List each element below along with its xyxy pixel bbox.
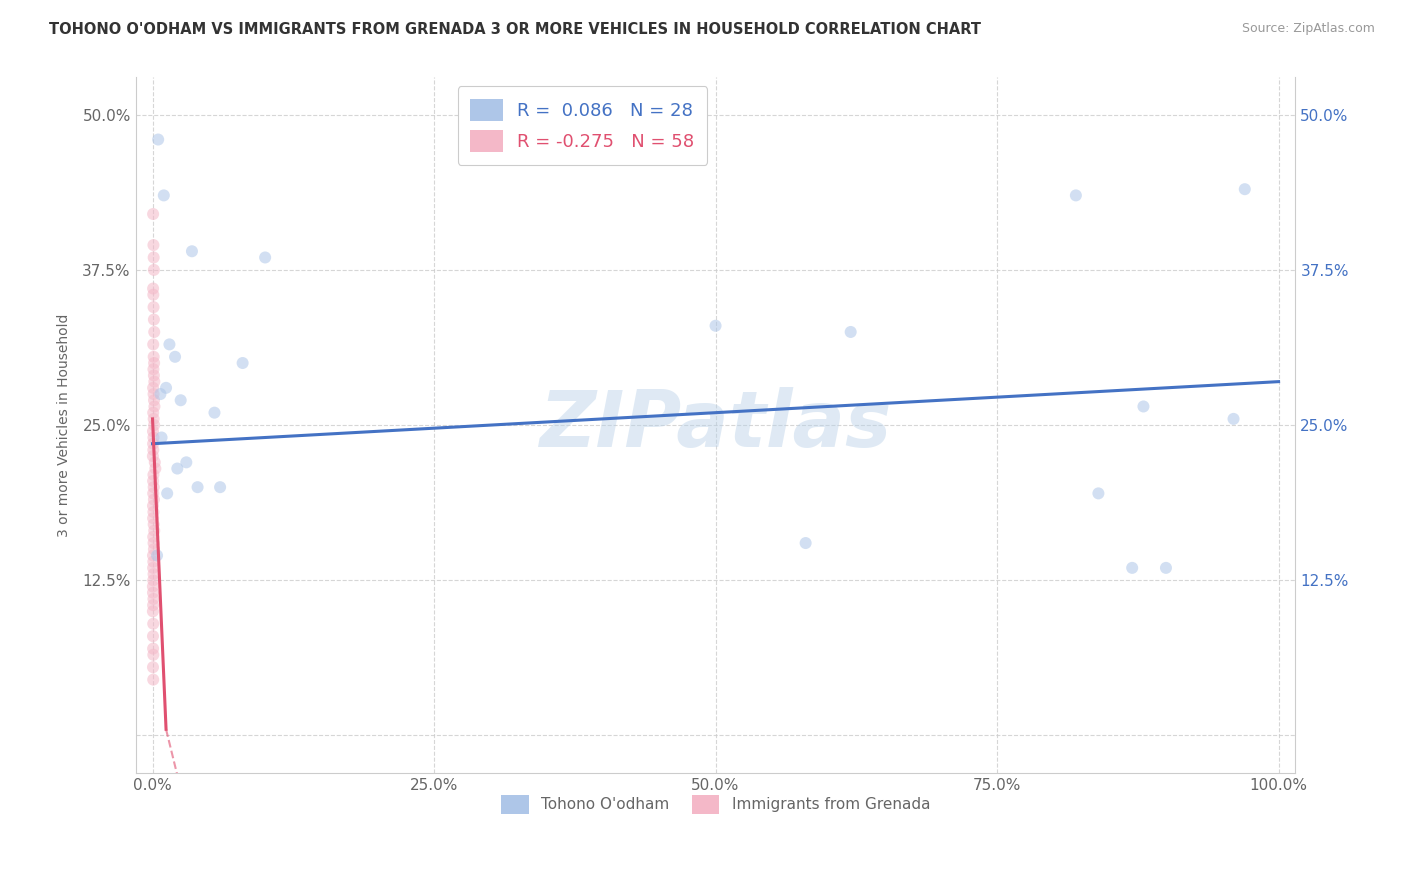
Point	[704, 318, 727, 333]
Point	[142, 449, 165, 463]
Point	[142, 505, 165, 519]
Point	[142, 641, 165, 656]
Point	[142, 251, 165, 265]
Point	[142, 536, 165, 550]
Point	[153, 188, 176, 202]
Point	[143, 400, 166, 414]
Point	[166, 461, 188, 475]
Point	[839, 325, 862, 339]
Point	[142, 412, 165, 426]
Point	[1222, 412, 1244, 426]
Point	[143, 455, 166, 469]
Point	[142, 542, 165, 557]
Point	[142, 530, 165, 544]
Point	[142, 549, 165, 563]
Point	[142, 350, 165, 364]
Point	[142, 567, 165, 582]
Point	[142, 436, 165, 450]
Point	[142, 300, 165, 314]
Point	[142, 604, 165, 618]
Point	[142, 474, 165, 488]
Point	[143, 375, 166, 389]
Point	[232, 356, 254, 370]
Point	[165, 350, 187, 364]
Point	[142, 598, 165, 612]
Point	[159, 337, 181, 351]
Point	[170, 393, 193, 408]
Point	[146, 132, 169, 146]
Point	[142, 263, 165, 277]
Point	[142, 425, 165, 439]
Point	[142, 585, 165, 599]
Point	[142, 406, 165, 420]
Point	[209, 480, 232, 494]
Point	[181, 244, 204, 259]
Point	[142, 430, 165, 444]
Point	[142, 467, 165, 482]
Point	[142, 387, 165, 401]
Point	[142, 660, 165, 674]
Point	[142, 492, 165, 507]
Point	[149, 387, 172, 401]
Point	[142, 616, 165, 631]
Point	[1233, 182, 1256, 196]
Point	[156, 486, 179, 500]
Point	[1121, 561, 1143, 575]
Point	[142, 287, 165, 301]
Point	[142, 368, 165, 383]
Point	[1154, 561, 1177, 575]
Point	[143, 393, 166, 408]
Point	[1087, 486, 1109, 500]
Point	[142, 580, 165, 594]
Point	[143, 524, 166, 538]
Point	[794, 536, 817, 550]
Point	[142, 511, 165, 525]
Point	[142, 480, 165, 494]
Point	[142, 281, 165, 295]
Point	[155, 381, 177, 395]
Point	[142, 486, 165, 500]
Point	[142, 648, 165, 662]
Point	[254, 251, 277, 265]
Point	[1064, 188, 1087, 202]
Point	[142, 207, 165, 221]
Point	[1132, 400, 1154, 414]
Text: ZIPatlas: ZIPatlas	[540, 387, 891, 463]
Point	[143, 418, 166, 433]
Point	[187, 480, 209, 494]
Text: Source: ZipAtlas.com: Source: ZipAtlas.com	[1241, 22, 1375, 36]
Point	[204, 406, 226, 420]
Point	[142, 629, 165, 643]
Point	[142, 499, 165, 513]
Point	[142, 381, 165, 395]
Point	[142, 337, 165, 351]
Point	[142, 673, 165, 687]
Point	[176, 455, 198, 469]
Point	[142, 574, 165, 588]
Point	[142, 555, 165, 569]
Legend: Tohono O'odham, Immigrants from Grenada: Tohono O'odham, Immigrants from Grenada	[491, 784, 941, 824]
Point	[143, 325, 166, 339]
Point	[142, 312, 165, 326]
Point	[142, 362, 165, 376]
Text: TOHONO O'ODHAM VS IMMIGRANTS FROM GRENADA 3 OR MORE VEHICLES IN HOUSEHOLD CORREL: TOHONO O'ODHAM VS IMMIGRANTS FROM GRENAD…	[49, 22, 981, 37]
Point	[143, 356, 166, 370]
Point	[142, 561, 165, 575]
Point	[150, 430, 173, 444]
Point	[142, 517, 165, 532]
Point	[142, 591, 165, 606]
Point	[142, 442, 165, 457]
Y-axis label: 3 or more Vehicles in Household: 3 or more Vehicles in Household	[58, 313, 72, 537]
Point	[142, 238, 165, 252]
Point	[143, 461, 166, 475]
Point	[146, 549, 169, 563]
